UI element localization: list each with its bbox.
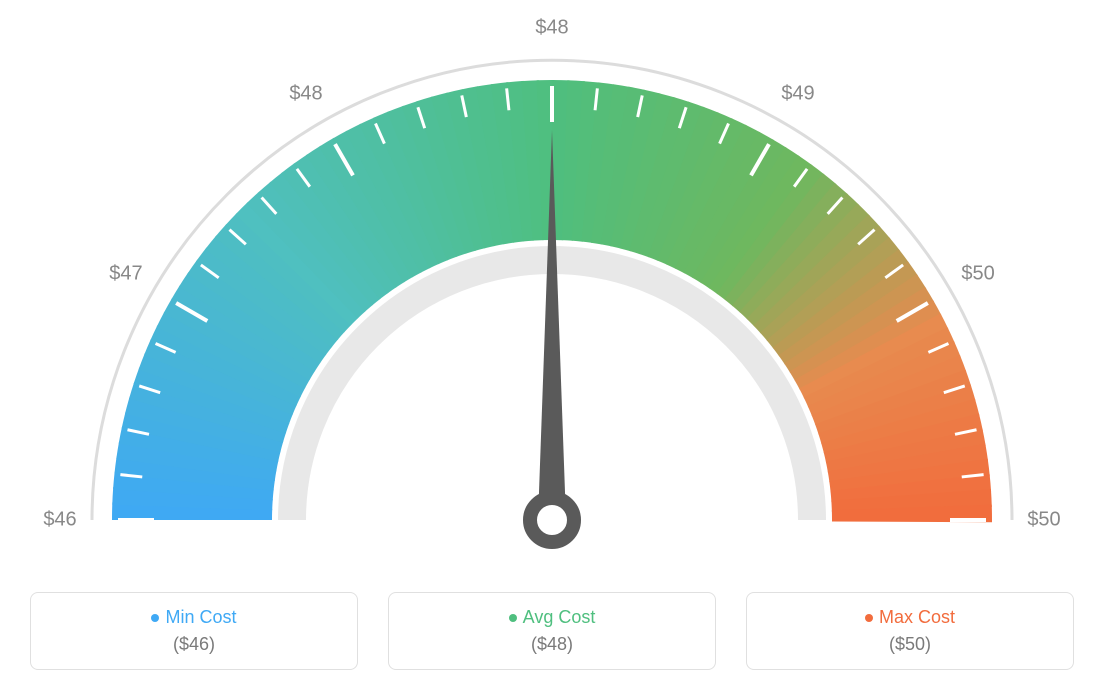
legend-min-label: Min Cost xyxy=(165,607,236,627)
legend-max-title: Max Cost xyxy=(757,607,1063,628)
gauge-svg xyxy=(0,0,1104,560)
legend-min-box: Min Cost ($46) xyxy=(30,592,358,670)
scale-label: $48 xyxy=(535,17,568,40)
legend-max-label: Max Cost xyxy=(879,607,955,627)
legend-row: Min Cost ($46) Avg Cost ($48) Max Cost (… xyxy=(0,592,1104,670)
legend-avg-box: Avg Cost ($48) xyxy=(388,592,716,670)
legend-max-box: Max Cost ($50) xyxy=(746,592,1074,670)
gauge-chart-container: $46 $47 $48 $48 $49 $50 $50 Min Cost ($46) Avg… xyxy=(0,0,1104,690)
scale-label: $46 xyxy=(43,509,76,532)
legend-max-value: ($50) xyxy=(757,634,1063,655)
legend-avg-label: Avg Cost xyxy=(523,607,596,627)
scale-label: $50 xyxy=(1027,509,1060,532)
scale-label: $48 xyxy=(289,82,322,105)
legend-avg-title: Avg Cost xyxy=(399,607,705,628)
legend-min-value: ($46) xyxy=(41,634,347,655)
scale-label: $49 xyxy=(781,82,814,105)
legend-min-dot xyxy=(151,614,159,622)
legend-avg-dot xyxy=(509,614,517,622)
legend-min-title: Min Cost xyxy=(41,607,347,628)
legend-max-dot xyxy=(865,614,873,622)
scale-label: $47 xyxy=(109,263,142,286)
legend-avg-value: ($48) xyxy=(399,634,705,655)
scale-label: $50 xyxy=(961,263,994,286)
gauge-area: $46 $47 $48 $48 $49 $50 $50 xyxy=(0,0,1104,560)
